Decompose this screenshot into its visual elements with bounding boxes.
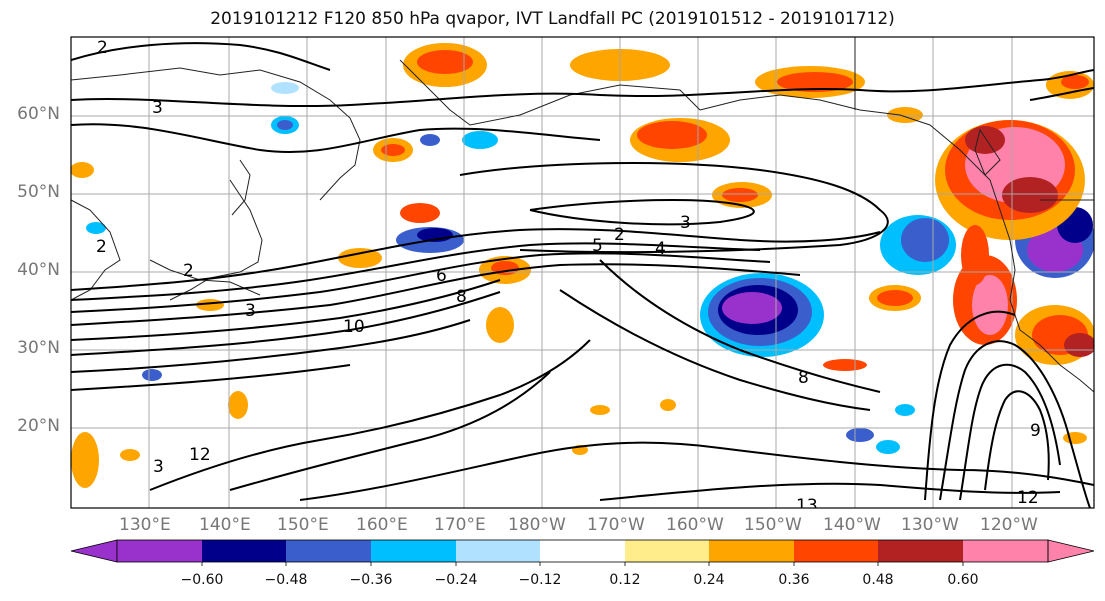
contour-label: 8 [456,287,467,307]
contour-label: 4 [655,239,666,259]
lat-label: 60°N [17,104,60,124]
lon-label: 120°W [980,515,1038,535]
colorbar-extend-high [1047,539,1095,563]
colorbar-tick-label: −0.60 [180,572,224,588]
lon-label: 160°W [666,515,724,535]
contour-labels: 2 3 2 2 3 5 3 2 4 6 8 10 12 8 13 12 9 3 [96,38,1041,516]
colorbar-segment [878,540,963,562]
colorbar-segment [371,540,456,562]
contour-label: 8 [798,368,809,388]
colorbar-segment [540,540,625,562]
colorbar-tick-label: −0.12 [518,572,562,588]
contour-lines [71,42,1094,508]
lat-label: 50°N [17,182,60,202]
colorbar-tick-label: 0.24 [693,572,725,588]
colorbar-tick-label: −0.24 [434,572,478,588]
colorbar-segment [794,540,878,562]
colorbar-segment [625,540,709,562]
contour-label: 9 [1030,421,1041,441]
contour-label: 5 [592,236,603,256]
lon-label: 170°E [434,515,486,535]
colorbar-segment [117,540,202,562]
contour-label: 2 [96,237,107,257]
contour-label: 3 [680,213,691,233]
contour-label: 2 [183,261,194,281]
lon-label: 170°W [587,515,645,535]
colorbar-tick-label: −0.48 [264,572,308,588]
contour-label: 3 [153,457,164,477]
colorbar-segment [963,540,1048,562]
colorbar-segment [202,540,286,562]
colorbar-segment [456,540,540,562]
map-frame [70,36,1095,509]
lat-label: 30°N [17,338,60,358]
contour-label: 12 [189,445,211,465]
map-plot-area: 2 3 2 2 3 5 3 2 4 6 8 10 12 8 13 12 9 3 [71,37,1094,516]
lon-label: 140°E [199,515,251,535]
lat-label: 40°N [17,260,60,280]
contour-label: 6 [436,266,447,286]
lon-label: 140°W [823,515,881,535]
lat-label: 20°N [17,416,60,436]
lon-label: 160°E [356,515,408,535]
colorbar-extend-low [70,539,118,563]
lon-label: 150°E [277,515,329,535]
lon-label: 180°W [508,515,566,535]
lon-label: 150°W [744,515,802,535]
lon-label: 130°E [119,515,171,535]
contour-label: 10 [343,317,365,337]
contour-label: 2 [97,38,108,58]
lon-label: 130°W [901,515,959,535]
colorbar [70,539,1095,566]
colorbar-tick-label: 0.36 [778,572,810,588]
contour-label: 13 [796,496,818,516]
contour-label: 2 [614,225,625,245]
contour-label: 3 [245,301,256,321]
colorbar-tick-label: 0.12 [609,572,641,588]
contour-label: 3 [152,98,163,118]
map-title: 2019101212 F120 850 hPa qvapor, IVT Land… [210,9,895,29]
colorbar-segment [709,540,794,562]
colorbar-segment [286,540,371,562]
colorbar-tick-label: 0.48 [862,572,894,588]
colorbar-tick-label: 0.60 [947,572,979,588]
colorbar-tick-label: −0.36 [349,572,393,588]
contour-label: 12 [1017,488,1039,508]
